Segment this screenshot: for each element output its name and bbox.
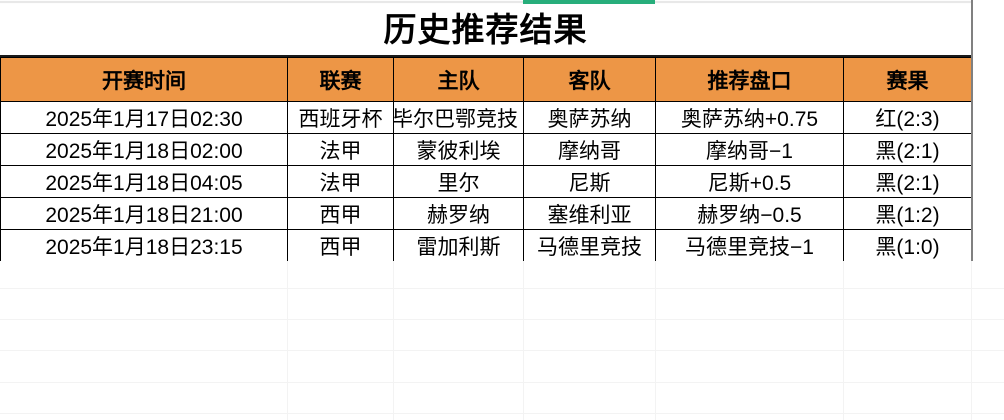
table-body: 2025年1月17日02:30 西班牙杯 毕尔巴鄂竞技 奥萨苏纳 奥萨苏纳+0.… xyxy=(0,101,972,262)
cell-away[interactable]: 塞维利亚 xyxy=(523,197,656,230)
right-margin-area xyxy=(973,0,1004,261)
cell-pick[interactable]: 奥萨苏纳+0.75 xyxy=(655,101,844,134)
grid-col-line xyxy=(523,261,524,420)
cell-league[interactable]: 法甲 xyxy=(287,133,394,166)
cell-result[interactable]: 黑(2:1) xyxy=(843,165,972,198)
column-header-league[interactable]: 联赛 xyxy=(287,57,394,102)
cell-time[interactable]: 2025年1月18日04:05 xyxy=(0,165,288,198)
cell-pick[interactable]: 马德里竞技−1 xyxy=(655,229,844,262)
grid-row-line xyxy=(0,413,1004,414)
table-header-row: 开赛时间 联赛 主队 客队 推荐盘口 赛果 xyxy=(0,57,972,102)
frozen-pane-divider[interactable] xyxy=(971,0,973,261)
column-header-pick[interactable]: 推荐盘口 xyxy=(655,57,844,102)
grid-row-line xyxy=(0,350,1004,351)
cell-pick[interactable]: 尼斯+0.5 xyxy=(655,165,844,198)
cell-time[interactable]: 2025年1月18日21:00 xyxy=(0,197,288,230)
column-header-time[interactable]: 开赛时间 xyxy=(0,57,288,102)
table-row[interactable]: 2025年1月17日02:30 西班牙杯 毕尔巴鄂竞技 奥萨苏纳 奥萨苏纳+0.… xyxy=(0,101,972,134)
top-selection-bar xyxy=(0,0,1004,4)
top-bar-green-highlight xyxy=(523,0,655,4)
cell-away[interactable]: 奥萨苏纳 xyxy=(523,101,656,134)
column-header-home[interactable]: 主队 xyxy=(393,57,524,102)
history-results-table: 开赛时间 联赛 主队 客队 推荐盘口 赛果 2025年1月17日02:30 西班… xyxy=(0,57,972,262)
cell-time[interactable]: 2025年1月18日23:15 xyxy=(0,229,288,262)
cell-league[interactable]: 西甲 xyxy=(287,197,394,230)
grid-row-line xyxy=(0,382,1004,383)
table-row[interactable]: 2025年1月18日21:00 西甲 赫罗纳 塞维利亚 赫罗纳−0.5 黑(1:… xyxy=(0,197,972,230)
grid-col-line xyxy=(655,261,656,420)
cell-league[interactable]: 西甲 xyxy=(287,229,394,262)
cell-result[interactable]: 黑(1:0) xyxy=(843,229,972,262)
grid-col-line xyxy=(843,261,844,420)
cell-result[interactable]: 红(2:3) xyxy=(843,101,972,134)
cell-home[interactable]: 里尔 xyxy=(393,165,524,198)
cell-pick[interactable]: 赫罗纳−0.5 xyxy=(655,197,844,230)
empty-spreadsheet-area[interactable] xyxy=(0,261,1004,420)
cell-time[interactable]: 2025年1月18日02:00 xyxy=(0,133,288,166)
table-row[interactable]: 2025年1月18日23:15 西甲 雷加利斯 马德里竞技 马德里竞技−1 黑(… xyxy=(0,229,972,262)
cell-league[interactable]: 法甲 xyxy=(287,165,394,198)
cell-result[interactable]: 黑(2:1) xyxy=(843,133,972,166)
cell-time[interactable]: 2025年1月17日02:30 xyxy=(0,101,288,134)
title-band: 历史推荐结果 xyxy=(0,4,971,57)
grid-row-line xyxy=(0,288,1004,289)
cell-away[interactable]: 尼斯 xyxy=(523,165,656,198)
top-bar-left-segment xyxy=(0,1,523,3)
cell-home[interactable]: 雷加利斯 xyxy=(393,229,524,262)
cell-home[interactable]: 毕尔巴鄂竞技 xyxy=(393,101,524,134)
cell-away[interactable]: 马德里竞技 xyxy=(523,229,656,262)
cell-away[interactable]: 摩纳哥 xyxy=(523,133,656,166)
table-row[interactable]: 2025年1月18日02:00 法甲 蒙彼利埃 摩纳哥 摩纳哥−1 黑(2:1) xyxy=(0,133,972,166)
cell-result[interactable]: 黑(1:2) xyxy=(843,197,972,230)
cell-home[interactable]: 蒙彼利埃 xyxy=(393,133,524,166)
cell-pick[interactable]: 摩纳哥−1 xyxy=(655,133,844,166)
grid-col-line xyxy=(393,261,394,420)
top-bar-right-segment xyxy=(655,1,1004,3)
column-header-away[interactable]: 客队 xyxy=(523,57,656,102)
grid-col-line xyxy=(287,261,288,420)
cell-league[interactable]: 西班牙杯 xyxy=(287,101,394,134)
column-header-result[interactable]: 赛果 xyxy=(843,57,972,102)
cell-home[interactable]: 赫罗纳 xyxy=(393,197,524,230)
table-row[interactable]: 2025年1月18日04:05 法甲 里尔 尼斯 尼斯+0.5 黑(2:1) xyxy=(0,165,972,198)
page-title: 历史推荐结果 xyxy=(383,11,588,48)
grid-row-line xyxy=(0,319,1004,320)
cell-home-text: 毕尔巴鄂竞技 xyxy=(393,107,519,131)
grid-col-line xyxy=(971,261,972,420)
